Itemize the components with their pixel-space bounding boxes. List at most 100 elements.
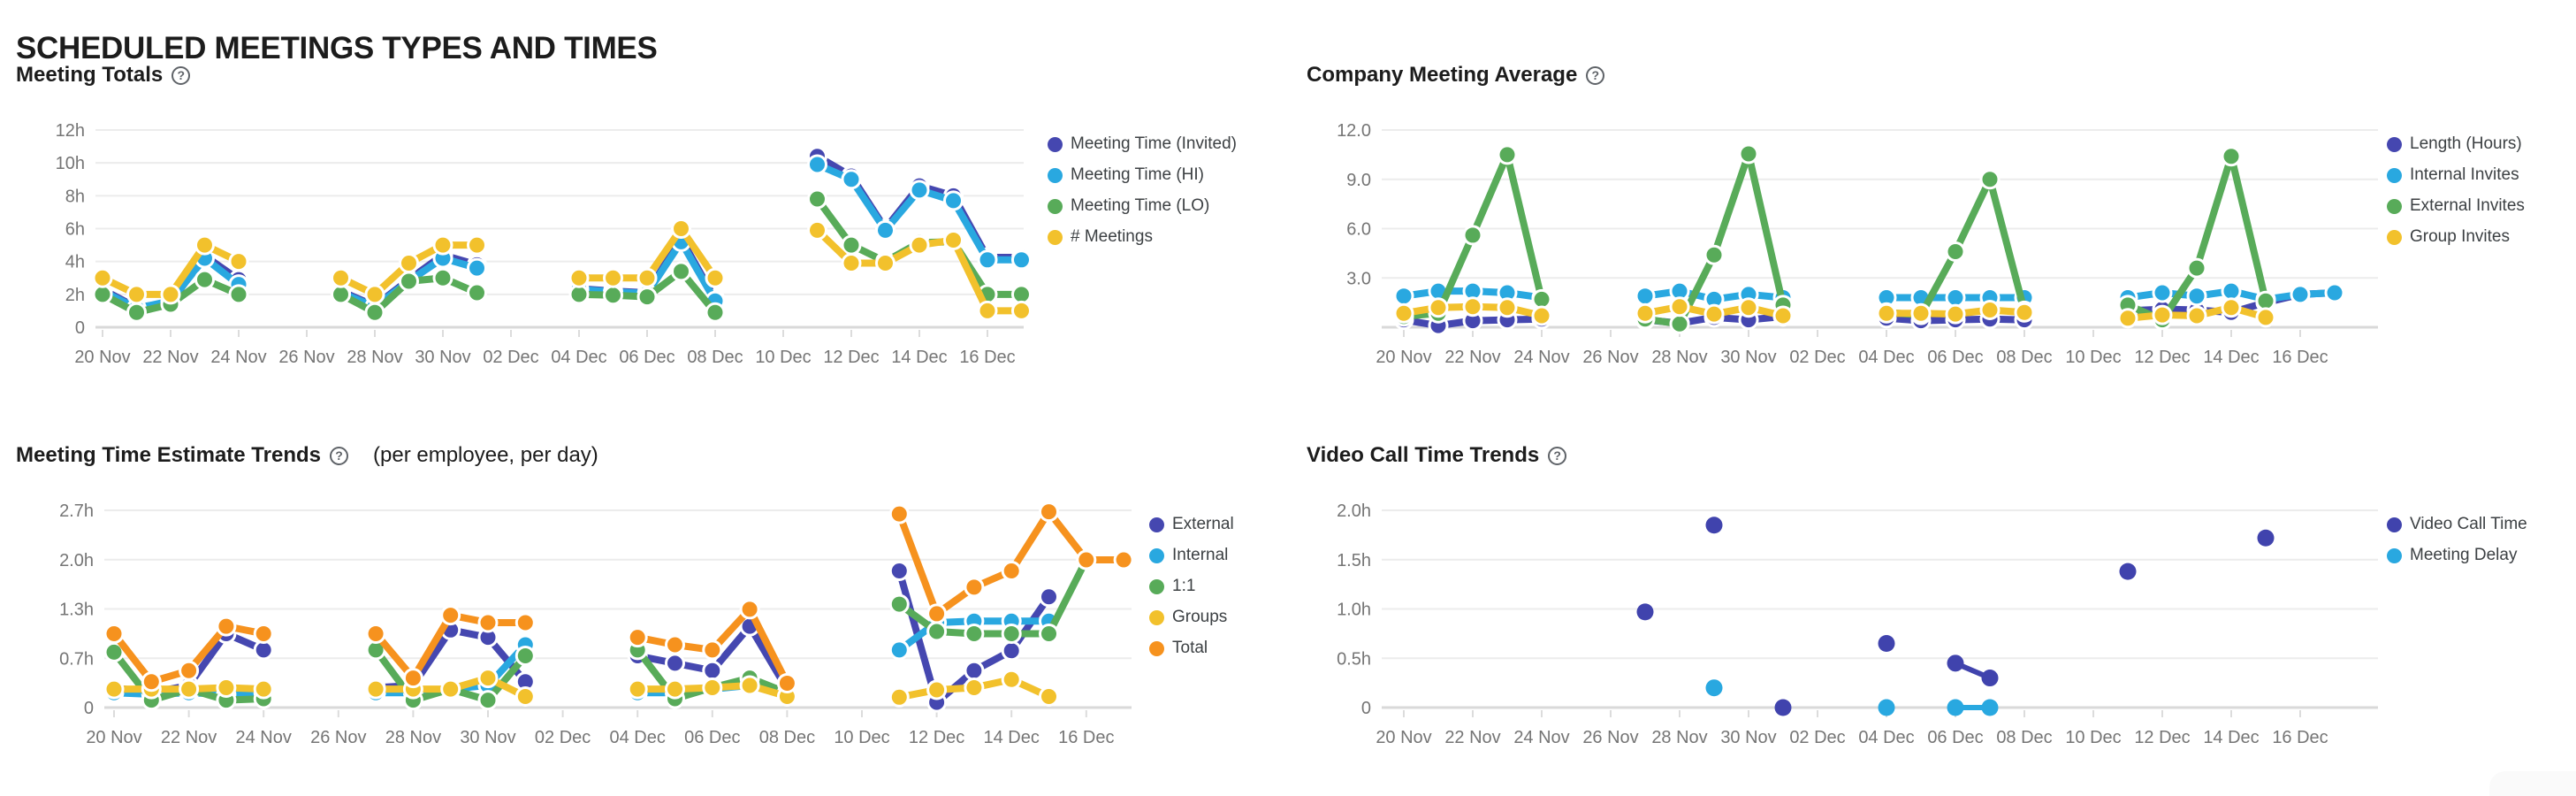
data-point[interactable] bbox=[1738, 297, 1759, 318]
data-point[interactable] bbox=[1876, 302, 1897, 324]
data-point[interactable] bbox=[365, 623, 386, 644]
data-point[interactable] bbox=[402, 668, 423, 689]
data-point[interactable] bbox=[1039, 685, 1059, 707]
data-point[interactable] bbox=[1705, 517, 1723, 534]
data-point[interactable] bbox=[568, 267, 590, 288]
data-point[interactable] bbox=[364, 284, 385, 305]
data-point[interactable] bbox=[1945, 303, 1966, 325]
data-point[interactable] bbox=[1669, 313, 1690, 334]
data-point[interactable] bbox=[2186, 286, 2207, 307]
data-point[interactable] bbox=[1635, 302, 1656, 324]
data-point[interactable] bbox=[875, 253, 896, 274]
data-point[interactable] bbox=[1705, 679, 1723, 697]
data-point[interactable] bbox=[467, 282, 487, 303]
data-point[interactable] bbox=[702, 639, 723, 661]
data-point[interactable] bbox=[1011, 284, 1032, 305]
data-point[interactable] bbox=[1636, 603, 1654, 621]
data-point[interactable] bbox=[1497, 144, 1518, 165]
data-point[interactable] bbox=[1878, 699, 1895, 716]
data-point[interactable] bbox=[739, 675, 760, 696]
data-point[interactable] bbox=[739, 599, 760, 620]
data-point[interactable] bbox=[1001, 560, 1022, 581]
data-point[interactable] bbox=[440, 678, 461, 700]
data-point[interactable] bbox=[365, 678, 386, 700]
data-point[interactable] bbox=[194, 234, 215, 256]
data-point[interactable] bbox=[888, 503, 910, 524]
data-point[interactable] bbox=[1669, 296, 1690, 318]
help-icon[interactable]: ? bbox=[1548, 446, 1567, 465]
data-point[interactable] bbox=[888, 560, 910, 581]
data-point[interactable] bbox=[2014, 302, 2035, 323]
data-point[interactable] bbox=[977, 300, 998, 321]
meeting-time-estimate-trends-plot[interactable]: 0 0.7h 1.3h 2.0h 2.7h 20 Nov 22 Nov 24 Nov 26 No… bbox=[16, 488, 1147, 762]
data-point[interactable] bbox=[1462, 225, 1483, 246]
meeting-totals-plot[interactable]: 0 2h 4h 6h 8h 10h 12h 20 Nov 22 Nov 24 Nov 26 Nov 2… bbox=[16, 108, 1041, 382]
data-point[interactable] bbox=[926, 679, 948, 700]
data-point[interactable] bbox=[671, 261, 691, 282]
data-point[interactable] bbox=[1113, 549, 1134, 570]
data-point[interactable] bbox=[2119, 563, 2137, 580]
data-point[interactable] bbox=[467, 234, 487, 256]
data-point[interactable] bbox=[126, 302, 147, 323]
data-point[interactable] bbox=[467, 257, 487, 279]
data-point[interactable] bbox=[399, 253, 419, 274]
data-point[interactable] bbox=[432, 234, 453, 256]
data-point[interactable] bbox=[477, 668, 499, 689]
help-icon[interactable]: ? bbox=[1586, 65, 1605, 85]
data-point[interactable] bbox=[216, 677, 237, 698]
data-point[interactable] bbox=[1039, 501, 1059, 523]
data-point[interactable] bbox=[331, 284, 351, 305]
data-point[interactable] bbox=[909, 180, 930, 201]
data-point[interactable] bbox=[1774, 699, 1792, 716]
data-point[interactable] bbox=[977, 249, 998, 271]
data-point[interactable] bbox=[141, 671, 162, 693]
data-point[interactable] bbox=[1947, 699, 1964, 716]
data-point[interactable] bbox=[636, 287, 658, 308]
data-point[interactable] bbox=[1979, 169, 2001, 190]
data-point[interactable] bbox=[888, 639, 910, 661]
data-point[interactable] bbox=[216, 616, 237, 637]
data-point[interactable] bbox=[702, 660, 723, 681]
data-point[interactable] bbox=[2152, 282, 2173, 303]
data-point[interactable] bbox=[477, 612, 499, 633]
data-point[interactable] bbox=[2255, 290, 2276, 311]
data-point[interactable] bbox=[665, 653, 685, 674]
data-point[interactable] bbox=[702, 677, 723, 698]
data-point[interactable] bbox=[514, 685, 536, 707]
data-point[interactable] bbox=[888, 593, 910, 615]
data-point[interactable] bbox=[627, 627, 648, 648]
data-point[interactable] bbox=[909, 234, 930, 256]
data-point[interactable] bbox=[2290, 284, 2311, 305]
data-point[interactable] bbox=[841, 253, 862, 274]
data-point[interactable] bbox=[776, 672, 797, 693]
data-point[interactable] bbox=[665, 634, 685, 655]
data-point[interactable] bbox=[1011, 249, 1032, 271]
data-point[interactable] bbox=[705, 302, 726, 323]
data-point[interactable] bbox=[1772, 305, 1794, 326]
help-icon[interactable]: ? bbox=[171, 65, 191, 85]
data-point[interactable] bbox=[1703, 244, 1725, 265]
data-point[interactable] bbox=[1981, 699, 1999, 716]
data-point[interactable] bbox=[1011, 300, 1032, 321]
data-point[interactable] bbox=[943, 190, 964, 211]
data-point[interactable] bbox=[228, 284, 249, 305]
data-point[interactable] bbox=[665, 678, 685, 700]
data-point[interactable] bbox=[514, 612, 536, 633]
data-point[interactable] bbox=[807, 188, 827, 210]
data-point[interactable] bbox=[2257, 529, 2275, 547]
data-point[interactable] bbox=[432, 267, 453, 288]
data-point[interactable] bbox=[2221, 146, 2242, 167]
data-point[interactable] bbox=[603, 267, 623, 288]
data-point[interactable] bbox=[964, 677, 985, 698]
data-point[interactable] bbox=[2186, 305, 2207, 326]
data-point[interactable] bbox=[1076, 549, 1097, 570]
data-point[interactable] bbox=[603, 285, 623, 306]
data-point[interactable] bbox=[875, 219, 896, 241]
data-point[interactable] bbox=[92, 267, 113, 288]
data-point[interactable] bbox=[1428, 297, 1449, 318]
data-point[interactable] bbox=[1703, 303, 1725, 325]
data-point[interactable] bbox=[1462, 296, 1483, 318]
data-point[interactable] bbox=[671, 218, 691, 239]
data-point[interactable] bbox=[440, 605, 461, 626]
data-point[interactable] bbox=[2324, 282, 2345, 303]
